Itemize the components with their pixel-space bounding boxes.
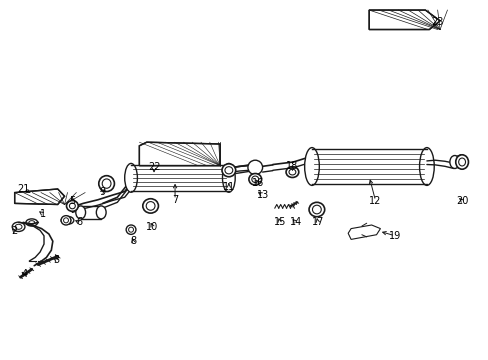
- Ellipse shape: [76, 206, 85, 219]
- Text: 8: 8: [130, 236, 136, 246]
- Ellipse shape: [126, 225, 136, 234]
- Ellipse shape: [288, 169, 295, 175]
- Text: 7: 7: [172, 195, 178, 205]
- Ellipse shape: [69, 203, 75, 209]
- Text: 20: 20: [455, 196, 468, 206]
- Ellipse shape: [222, 164, 235, 177]
- Ellipse shape: [26, 219, 38, 226]
- Ellipse shape: [96, 206, 106, 219]
- Polygon shape: [347, 225, 380, 239]
- Ellipse shape: [247, 160, 262, 175]
- Polygon shape: [15, 189, 64, 204]
- Text: 2: 2: [12, 226, 18, 236]
- Ellipse shape: [128, 227, 133, 232]
- Text: 4: 4: [21, 269, 27, 279]
- Ellipse shape: [29, 221, 35, 224]
- Ellipse shape: [99, 176, 114, 192]
- Ellipse shape: [142, 199, 158, 213]
- Text: 10: 10: [146, 222, 159, 232]
- Ellipse shape: [61, 216, 74, 224]
- Text: 1: 1: [40, 209, 46, 219]
- Text: 6: 6: [76, 217, 82, 228]
- Ellipse shape: [61, 216, 71, 225]
- Ellipse shape: [455, 155, 468, 169]
- Ellipse shape: [102, 179, 111, 188]
- Ellipse shape: [66, 201, 78, 211]
- Text: 17: 17: [311, 217, 324, 228]
- Text: 14: 14: [289, 217, 302, 228]
- Ellipse shape: [222, 163, 235, 192]
- Ellipse shape: [63, 218, 68, 223]
- Ellipse shape: [419, 148, 433, 185]
- Text: 13: 13: [256, 190, 269, 200]
- Text: 18: 18: [285, 161, 298, 171]
- Ellipse shape: [15, 224, 22, 229]
- Polygon shape: [368, 10, 439, 30]
- Ellipse shape: [458, 158, 465, 166]
- Text: 15: 15: [273, 217, 285, 228]
- Text: 11: 11: [222, 182, 235, 192]
- Ellipse shape: [449, 156, 459, 168]
- Ellipse shape: [224, 167, 232, 174]
- Text: 19: 19: [388, 231, 401, 241]
- Text: 21: 21: [17, 184, 30, 194]
- Ellipse shape: [64, 218, 71, 222]
- Text: 23: 23: [430, 17, 443, 27]
- Ellipse shape: [312, 205, 321, 214]
- Text: 16: 16: [251, 178, 264, 188]
- Ellipse shape: [12, 222, 25, 231]
- Text: 12: 12: [368, 196, 381, 206]
- Ellipse shape: [308, 202, 324, 217]
- Text: 3: 3: [53, 255, 59, 265]
- Text: 5: 5: [69, 196, 75, 206]
- Ellipse shape: [285, 167, 298, 177]
- Ellipse shape: [251, 176, 258, 183]
- Text: 9: 9: [100, 186, 105, 197]
- Ellipse shape: [124, 163, 137, 192]
- Ellipse shape: [248, 174, 261, 185]
- Ellipse shape: [304, 148, 319, 185]
- Ellipse shape: [146, 202, 155, 210]
- Text: 22: 22: [147, 162, 160, 172]
- Polygon shape: [139, 142, 220, 166]
